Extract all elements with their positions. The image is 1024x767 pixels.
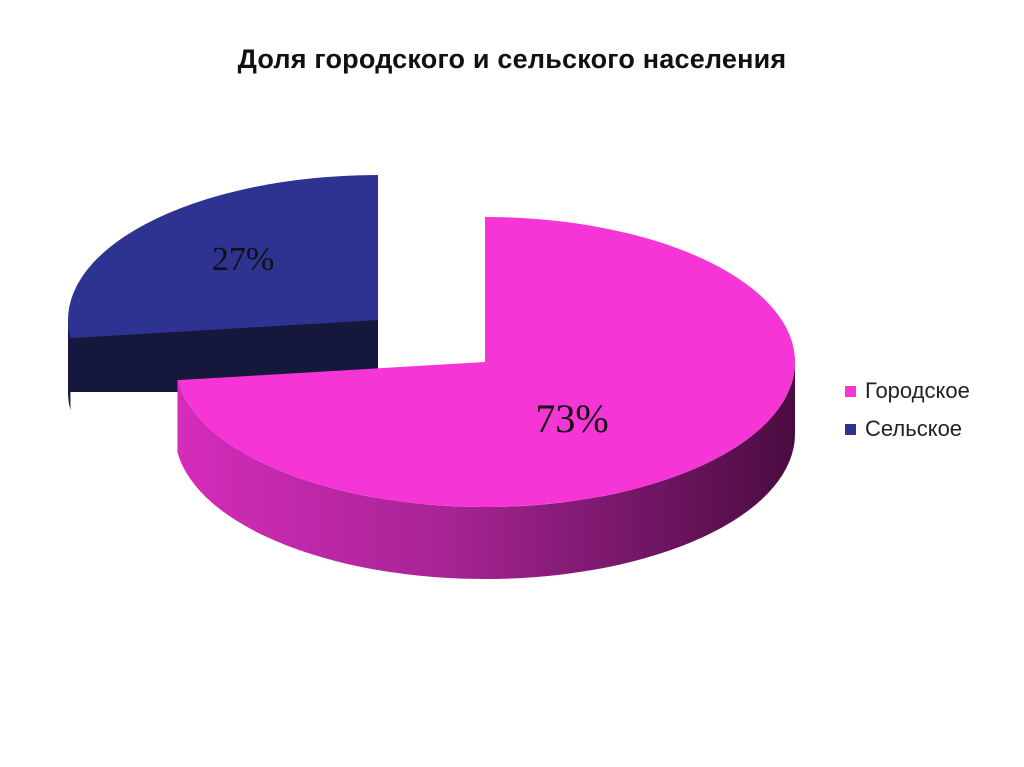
chart-title: Доля городского и сельского населения (237, 44, 787, 74)
pie-slice-urban-wall (177, 362, 795, 580)
legend-item-urban: Городское (845, 372, 970, 410)
slice-label-urban: 73% (535, 396, 608, 441)
legend-swatch-urban (845, 385, 856, 397)
legend-swatch-rural (845, 423, 856, 435)
pie-slice-urban-top (177, 217, 796, 508)
pie-slice-urban: 73% (177, 217, 796, 580)
legend-label-rural: Сельское (865, 416, 963, 441)
legend: Городское Сельское (845, 372, 970, 448)
pie-slice-rural-top (68, 175, 379, 339)
pie-slices: 27% 73% (68, 175, 796, 580)
legend-label-urban: Городское (865, 378, 970, 403)
slice-label-rural: 27% (212, 241, 274, 278)
pie-slice-rural-wall (68, 320, 71, 411)
legend-item-rural: Сельское (845, 410, 970, 448)
